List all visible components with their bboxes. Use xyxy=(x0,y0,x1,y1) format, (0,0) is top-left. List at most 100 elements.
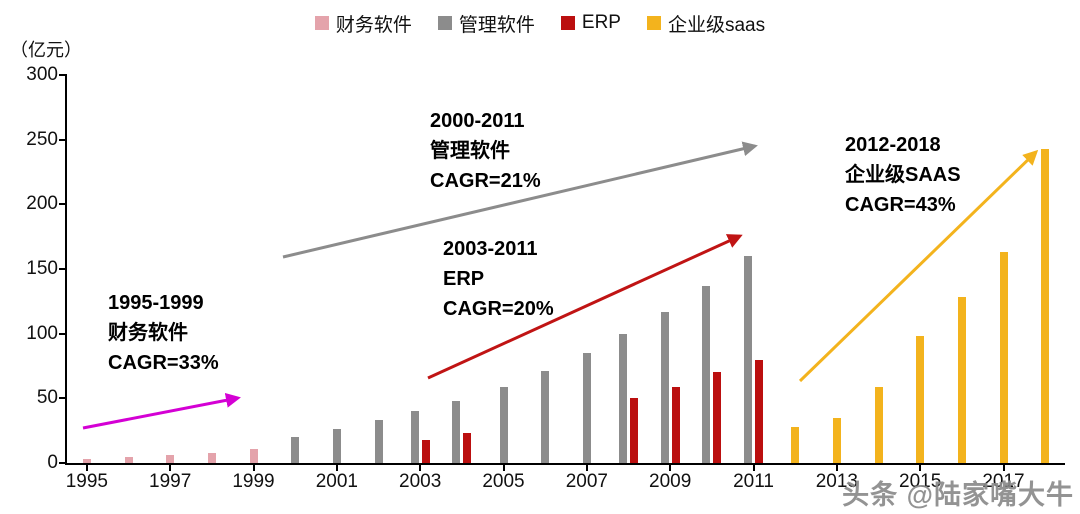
y-tick-mark xyxy=(59,74,66,76)
x-tick-label: 2005 xyxy=(482,471,525,492)
bar-财务软件-1997 xyxy=(166,455,175,463)
legend-label: 企业级saas xyxy=(667,14,766,36)
annotation-line: 2003-2011 xyxy=(443,238,538,260)
x-tick-mark xyxy=(419,465,422,471)
y-tick-mark xyxy=(59,462,66,464)
annotation-line: 企业级SAAS xyxy=(845,164,961,186)
y-tick-label: 250 xyxy=(26,128,58,150)
watermark: 头条 @陆家嘴大牛 xyxy=(842,480,1074,510)
y-tick-label: 150 xyxy=(26,258,58,279)
bar-管理软件-2006 xyxy=(541,371,550,463)
bar-管理软件-2003 xyxy=(410,411,419,463)
x-tick-label: 2017 xyxy=(982,471,1025,492)
legend-label: 财务软件 xyxy=(335,14,412,36)
y-tick-label: 50 xyxy=(36,387,58,409)
bar-财务软件-1999 xyxy=(249,448,258,463)
x-tick-mark xyxy=(669,465,672,471)
bar-管理软件-2004 xyxy=(452,400,461,463)
legend-swatch xyxy=(314,16,329,30)
x-tick-mark xyxy=(919,465,922,471)
legend-swatch xyxy=(560,16,575,30)
x-tick-label: 1997 xyxy=(149,471,192,492)
x-tick-mark xyxy=(252,465,255,471)
x-tick-label: 2015 xyxy=(899,471,942,492)
y-tick-mark xyxy=(59,138,66,141)
bar-企业级saas-2013 xyxy=(832,417,841,463)
y-tick-mark xyxy=(59,397,66,400)
bar-管理软件-2008 xyxy=(619,333,627,463)
x-tick-mark xyxy=(585,465,588,471)
bar-企业级saas-2014 xyxy=(874,386,883,463)
bar-财务软件-1998 xyxy=(207,452,216,463)
legend-label: 管理软件 xyxy=(458,14,535,36)
annotation-line: 财务软件 xyxy=(108,322,188,344)
bar-企业级saas-2018 xyxy=(1041,148,1050,463)
x-tick-label: 2009 xyxy=(649,471,692,492)
y-axis-unit-label: （亿元） xyxy=(10,40,82,60)
y-tick-mark xyxy=(59,332,66,335)
bar-企业级saas-2012 xyxy=(791,426,800,463)
annotation-line: ERP xyxy=(443,268,485,290)
y-tick-label: 300 xyxy=(26,64,58,85)
y-tick-mark xyxy=(59,268,66,270)
bar-管理软件-2011 xyxy=(744,256,752,463)
x-tick-mark xyxy=(502,465,505,471)
annotation-line: 2012-2018 xyxy=(845,134,941,156)
legend-item-企业级saas: 企业级saas xyxy=(646,10,766,37)
legend-item-ERP: ERP xyxy=(560,12,621,34)
bar-ERP-2004 xyxy=(463,433,472,463)
chart-legend: 财务软件 管理软件 ERP 企业级saas xyxy=(0,10,1080,36)
annotation-qiyeji-saas: 2012-2018 企业级SAAS CAGR=43% xyxy=(845,130,961,220)
x-tick-label: 2001 xyxy=(315,471,358,492)
annotation-line: 2000-2011 xyxy=(430,110,525,132)
y-tick-label: 200 xyxy=(26,193,58,215)
x-axis-line xyxy=(65,463,1065,465)
x-tick-label: 2003 xyxy=(399,471,442,492)
annotation-line: CAGR=43% xyxy=(845,194,956,216)
bar-管理软件-2010 xyxy=(702,285,711,463)
bar-管理软件-2005 xyxy=(499,386,508,463)
bar-管理软件-2007 xyxy=(582,353,591,463)
x-tick-mark xyxy=(169,465,172,471)
bar-ERP-2011 xyxy=(755,359,763,463)
y-axis-line xyxy=(65,74,67,465)
y-tick-label: 100 xyxy=(26,322,58,344)
x-tick-label: 1995 xyxy=(65,471,108,492)
y-tick-label: 0 xyxy=(47,452,58,473)
arrow-caiwu xyxy=(82,392,241,430)
annotation-line: 1995-1999 xyxy=(108,292,204,314)
x-tick-mark xyxy=(335,465,338,471)
annotation-caiwu-ruanjian: 1995-1999 财务软件 CAGR=33% xyxy=(108,288,219,378)
bar-ERP-2008 xyxy=(630,398,638,463)
bar-管理软件-2001 xyxy=(332,429,341,463)
legend-item-财务软件: 财务软件 xyxy=(314,10,412,37)
bar-企业级saas-2016 xyxy=(957,297,966,463)
bar-财务软件-1995 xyxy=(82,459,91,463)
annotation-line: CAGR=21% xyxy=(430,170,541,192)
bar-ERP-2009 xyxy=(671,386,680,463)
legend-swatch xyxy=(646,16,661,30)
bar-财务软件-1996 xyxy=(124,456,133,463)
bar-管理软件-2002 xyxy=(374,420,383,463)
legend-swatch xyxy=(437,16,452,30)
x-tick-mark xyxy=(835,465,838,471)
annotation-line: 管理软件 xyxy=(430,140,510,162)
bar-企业级saas-2017 xyxy=(999,252,1008,463)
annotation-line: CAGR=33% xyxy=(108,352,219,374)
x-tick-mark xyxy=(752,465,755,471)
x-tick-label: 1999 xyxy=(232,471,275,492)
bar-管理软件-2000 xyxy=(291,437,300,463)
bar-管理软件-2009 xyxy=(660,311,669,463)
x-tick-label: 2007 xyxy=(565,471,608,492)
bar-企业级saas-2015 xyxy=(916,336,925,463)
x-tick-mark xyxy=(1002,465,1005,471)
annotation-line: CAGR=20% xyxy=(443,298,554,320)
legend-item-管理软件: 管理软件 xyxy=(437,10,535,37)
y-tick-mark xyxy=(59,203,66,206)
x-tick-label: 2011 xyxy=(733,471,774,492)
bar-ERP-2010 xyxy=(713,372,722,463)
legend-label: ERP xyxy=(581,12,621,33)
x-tick-mark xyxy=(85,465,88,471)
annotation-erp: 2003-2011 ERP CAGR=20% xyxy=(443,234,554,324)
